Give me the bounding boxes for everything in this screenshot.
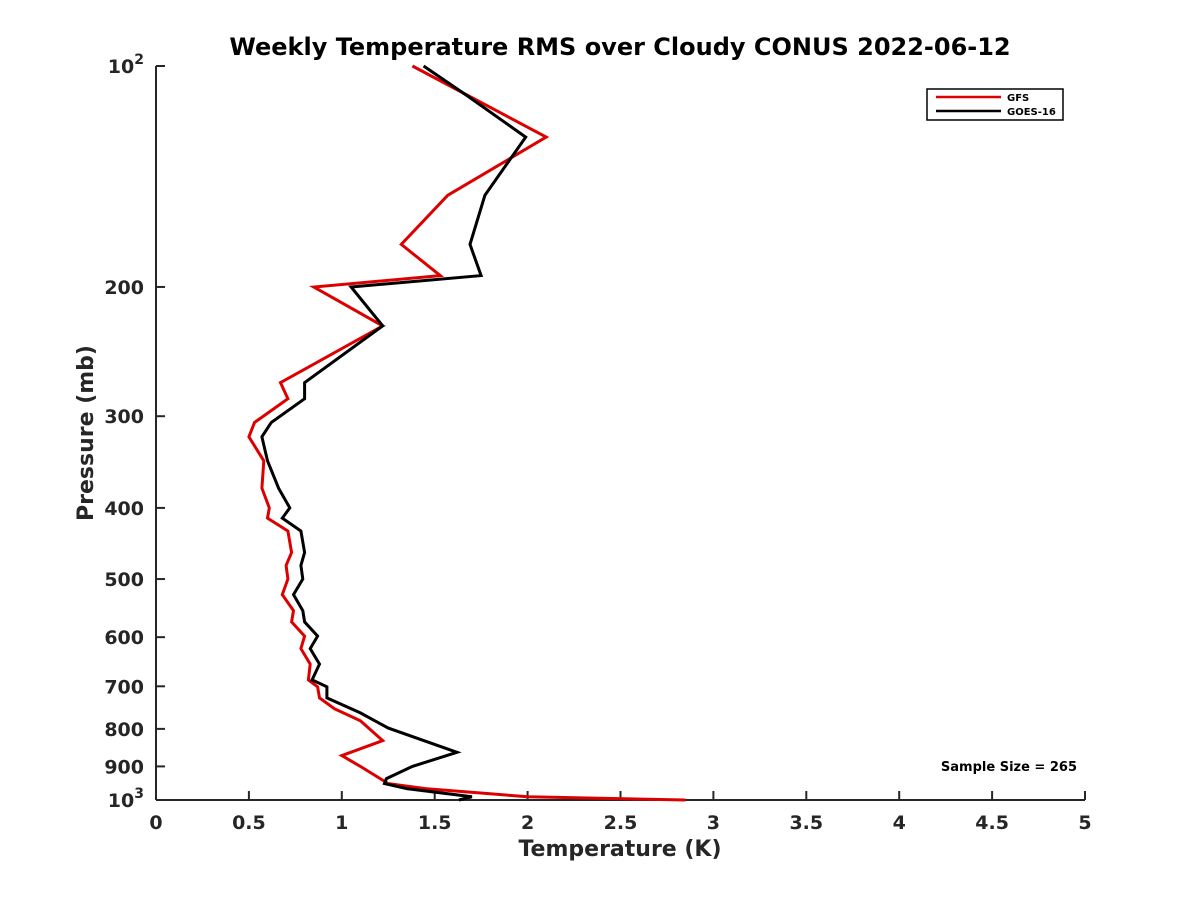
legend-box bbox=[926, 88, 1064, 121]
x-tick-label: 5 bbox=[1078, 812, 1091, 834]
legend-items: GFS GOES-16 bbox=[936, 93, 1056, 118]
plot-area: 0 0.5 1 1.5 2 2.5 3 3.5 4 4.5 5 102200300400500600… bbox=[104, 52, 1091, 834]
x-tick-label: 2.5 bbox=[604, 812, 638, 834]
y-tick-label: 500 bbox=[104, 569, 144, 591]
x-tick-label: 3 bbox=[707, 812, 720, 834]
series-line-goes-16 bbox=[260, 64, 528, 802]
series-lines bbox=[247, 64, 686, 802]
y-axis-label: Pressure (mb) bbox=[74, 345, 99, 521]
y-tick-exponent: 3 bbox=[134, 786, 144, 802]
x-tick-label: 4 bbox=[893, 812, 906, 834]
x-tick-label: 3.5 bbox=[789, 812, 823, 834]
x-axis-label: Temperature (K) bbox=[518, 837, 721, 862]
x-tick-label: 0 bbox=[149, 812, 162, 834]
chart-title: Weekly Temperature RMS over Cloudy CONUS… bbox=[229, 33, 1010, 61]
y-tick-label: 102 bbox=[108, 52, 144, 78]
y-tick-label: 700 bbox=[104, 676, 144, 698]
y-tick-label: 900 bbox=[104, 756, 144, 778]
y-tick-label: 400 bbox=[104, 498, 144, 520]
x-ticks: 0 0.5 1 1.5 2 2.5 3 3.5 4 4.5 5 bbox=[149, 791, 1092, 834]
y-tick-exponent: 2 bbox=[134, 52, 144, 68]
y-tick-label: 200 bbox=[104, 277, 144, 299]
x-tick-label: 1.5 bbox=[418, 812, 452, 834]
x-tick-label: 1 bbox=[335, 812, 348, 834]
x-tick-label: 2 bbox=[521, 812, 534, 834]
legend-label-gfs: GFS bbox=[1007, 93, 1029, 104]
y-tick-base: 10 bbox=[108, 56, 134, 78]
y-tick-label: 103 bbox=[108, 786, 144, 812]
y-tick-base: 10 bbox=[108, 790, 134, 812]
sample-size-annotation: Sample Size = 265 bbox=[941, 760, 1077, 775]
y-tick-label: 300 bbox=[104, 406, 144, 428]
y-tick-label: 600 bbox=[104, 627, 144, 649]
x-tick-label: 0.5 bbox=[232, 812, 266, 834]
legend: GFS GOES-16 bbox=[926, 88, 1064, 121]
legend-label-goes-16: GOES-16 bbox=[1007, 107, 1056, 118]
x-tick-label: 4.5 bbox=[975, 812, 1009, 834]
y-tick-label: 800 bbox=[104, 719, 144, 741]
